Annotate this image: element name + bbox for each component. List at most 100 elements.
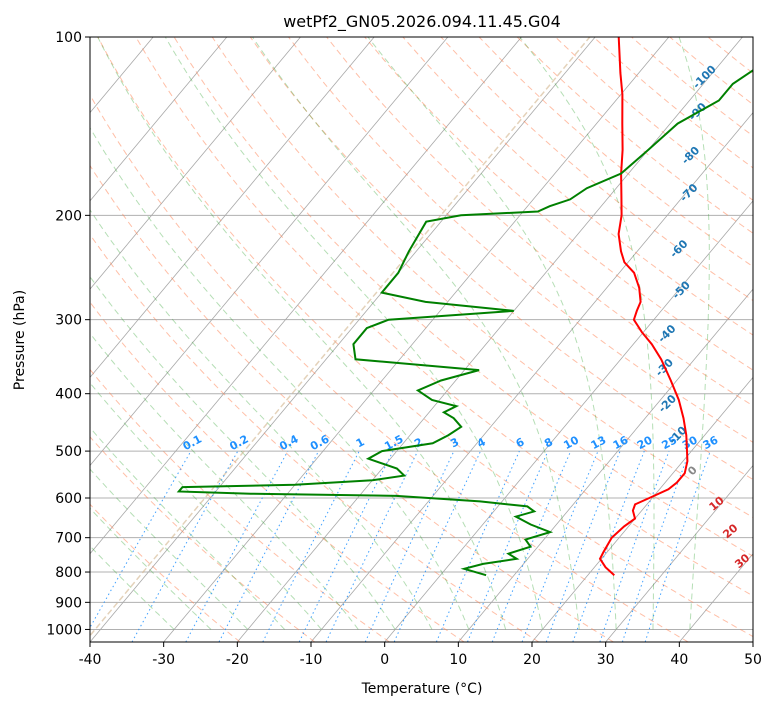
mixing-ratio-label: 25	[660, 433, 680, 452]
moist-adiabat	[252, 37, 580, 630]
y-tick-label: 900	[55, 595, 82, 611]
moist-adiabat	[90, 126, 470, 630]
moist-adiabat	[97, 37, 507, 630]
mixing-ratio-label: 0.1	[181, 432, 204, 453]
isotherm-50	[752, 641, 753, 642]
moist-adiabat	[90, 468, 249, 630]
mixing-ratio-line	[572, 450, 645, 642]
isotherm--30	[163, 37, 670, 642]
isotherm--60	[90, 37, 449, 467]
mixing-ratio-line	[131, 450, 239, 642]
isotherm--90	[90, 37, 228, 202]
mixing-ratio-label: 10	[561, 433, 581, 452]
isotherm-0	[384, 200, 753, 642]
dewpoint-profile	[176, 69, 753, 577]
dry-adiabat	[516, 37, 753, 234]
moist-adiabat-label: -70	[677, 181, 700, 204]
mixing-ratio-line	[298, 450, 394, 642]
isotherm--80	[90, 37, 301, 290]
mixing-ratio-label: 2	[412, 435, 425, 450]
moist-adiabat-label: -80	[679, 144, 702, 167]
dry-adiabat	[90, 368, 390, 642]
dry-adiabat	[90, 503, 241, 642]
dry-adiabat	[90, 301, 465, 642]
x-tick-label: -20	[226, 652, 249, 668]
x-tick-label: 30	[597, 652, 615, 668]
moist-adiabat-label: -20	[656, 392, 679, 415]
temperature-profile	[598, 37, 689, 576]
y-tick-label: 500	[55, 444, 82, 460]
moist-adiabat	[367, 37, 617, 630]
moist-adiabat	[90, 426, 285, 630]
mixing-ratio-label: 13	[589, 433, 609, 452]
mixing-ratio-label: 16	[611, 433, 631, 452]
dry-adiabat	[97, 37, 753, 638]
dry-adiabat-label: 20	[720, 521, 740, 541]
chart-title: wetPf2_GN05.2026.094.11.45.G04	[283, 12, 561, 32]
isotherm--50	[90, 37, 522, 555]
y-tick-label: 800	[55, 565, 82, 581]
dry-adiabat	[402, 37, 753, 336]
moist-adiabat	[90, 382, 322, 630]
dry-adiabat-label: 40	[759, 581, 775, 601]
y-axis-label: Pressure (hPa)	[12, 290, 28, 390]
x-tick-label: -40	[79, 652, 102, 668]
moist-adiabat	[164, 37, 543, 630]
mixing-ratio-line	[262, 450, 360, 642]
mixing-ratio-line	[599, 450, 670, 642]
moist-adiabat	[90, 275, 396, 630]
mixing-ratio-label: 36	[701, 433, 721, 452]
x-axis-label: Temperature (°C)	[361, 681, 483, 697]
isotherm--120	[0, 37, 6, 642]
moist-adiabat	[519, 37, 655, 630]
isotherm--10	[310, 112, 753, 642]
x-tick-label: -10	[300, 652, 323, 668]
isotherm-20	[531, 376, 753, 642]
y-tick-label: 100	[55, 30, 82, 46]
moist-adiabat	[90, 332, 359, 630]
dry-adiabat	[211, 37, 753, 519]
mixing-ratio-line	[185, 450, 289, 642]
y-tick-label: 400	[55, 387, 82, 403]
mixing-ratio-line	[325, 450, 419, 642]
isotherm-10	[458, 288, 753, 642]
mixing-ratio-line	[364, 450, 455, 642]
mixing-ratio-line	[467, 450, 549, 642]
x-tick-label: -30	[152, 652, 175, 668]
moist-adiabat	[90, 507, 212, 630]
mixing-ratio-label: 1	[354, 435, 367, 450]
x-tick-label: 10	[449, 652, 467, 668]
dry-adiabat	[135, 37, 753, 597]
mixing-ratio-line	[435, 450, 520, 642]
y-tick-label: 600	[55, 491, 82, 507]
profiles	[176, 37, 753, 577]
mixing-ratio-label: 0.6	[308, 432, 332, 453]
adiabat-labels: 0.1 0.2 0.4 0.6 1 1.5 2 3 4 6 8 10 13 16 20 25 30 3610203…	[181, 63, 775, 601]
dry-adiabat	[288, 37, 753, 443]
mixing-ratio-label: 30	[680, 433, 700, 452]
isotherm-40	[679, 553, 753, 642]
axes: -40 -30 -20 -10 0 10 20 30 40 5010020030040050060…	[46, 30, 762, 668]
x-tick-label: 20	[523, 652, 541, 668]
mixing-ratio-label: 0.2	[227, 432, 250, 453]
dry-adiabat	[90, 164, 614, 642]
dry-adiabat	[90, 436, 316, 642]
moist-adiabat-label: -40	[655, 322, 678, 345]
isotherm--20	[237, 37, 743, 642]
mixing-ratio-label: 4	[475, 435, 488, 450]
plot-frame	[89, 36, 754, 643]
mixing-ratio-label: 0.4	[277, 432, 301, 453]
mixing-ratio-line	[644, 450, 711, 642]
x-tick-label: 50	[744, 652, 762, 668]
y-tick-label: 200	[55, 208, 82, 224]
x-tick-label: 0	[380, 652, 389, 668]
background-lines	[0, 37, 753, 642]
mixing-ratio-line	[621, 450, 690, 642]
y-tick-label: 1000	[46, 622, 82, 638]
y-tick-label: 700	[55, 531, 82, 547]
moist-adiabat-label: -100	[690, 63, 719, 92]
isotherm--40	[90, 37, 596, 642]
dry-adiabat	[669, 37, 753, 106]
